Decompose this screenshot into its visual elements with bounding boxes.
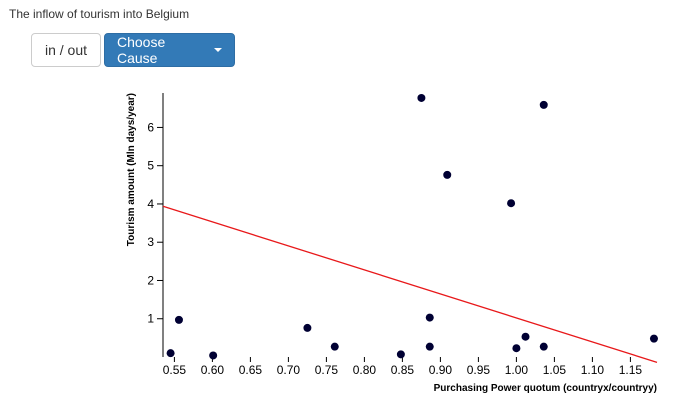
data-point	[512, 344, 521, 353]
data-point	[443, 170, 452, 179]
data-point	[303, 323, 312, 332]
x-tick-label: 1.15	[619, 363, 643, 377]
trend-line	[162, 205, 658, 363]
data-point	[209, 351, 218, 360]
y-axis-label: Tourism amount (Mln days/year)	[126, 93, 137, 246]
x-tick-label: 0.75	[315, 363, 339, 377]
data-point	[425, 342, 434, 351]
y-tick-label: 3	[147, 235, 154, 249]
y-tick-label: 2	[147, 273, 154, 287]
data-point	[539, 342, 548, 351]
x-tick-label: 0.85	[391, 363, 415, 377]
y-tick-label: 6	[147, 120, 154, 134]
data-point	[174, 315, 183, 324]
in-out-label: in / out	[44, 42, 88, 58]
x-axis-label: Purchasing Power quotum (countryx/countr…	[434, 383, 657, 394]
x-tick-label: 0.55	[163, 363, 187, 377]
data-point	[521, 332, 530, 341]
data-point	[649, 334, 658, 343]
y-tick-label: 5	[147, 159, 154, 173]
x-tick-label: 0.60	[201, 363, 225, 377]
y-tick-label: 4	[147, 197, 154, 211]
data-point	[425, 313, 434, 322]
in-out-toggle-button[interactable]: in / out	[31, 33, 101, 67]
caret-down-icon	[214, 48, 222, 52]
x-tick-label: 1.00	[505, 363, 529, 377]
x-tick-label: 0.95	[467, 363, 491, 377]
x-tick-label: 1.05	[543, 363, 567, 377]
data-point	[396, 350, 405, 359]
choose-cause-label: Choose Cause	[117, 34, 166, 66]
x-tick-label: 1.10	[581, 363, 605, 377]
x-tick-label: 0.80	[353, 363, 377, 377]
x-tick-label: 0.90	[429, 363, 453, 377]
y-tick-label: 1	[147, 312, 154, 326]
x-tick-label: 0.65	[239, 363, 263, 377]
choose-cause-dropdown[interactable]: Choose Cause	[104, 33, 235, 67]
data-point	[330, 342, 339, 351]
data-point	[166, 349, 175, 358]
data-point	[539, 100, 548, 109]
data-point	[507, 199, 516, 208]
page-title: The inflow of tourism into Belgium	[9, 7, 190, 21]
x-tick-label: 0.70	[277, 363, 301, 377]
data-point	[417, 93, 426, 102]
